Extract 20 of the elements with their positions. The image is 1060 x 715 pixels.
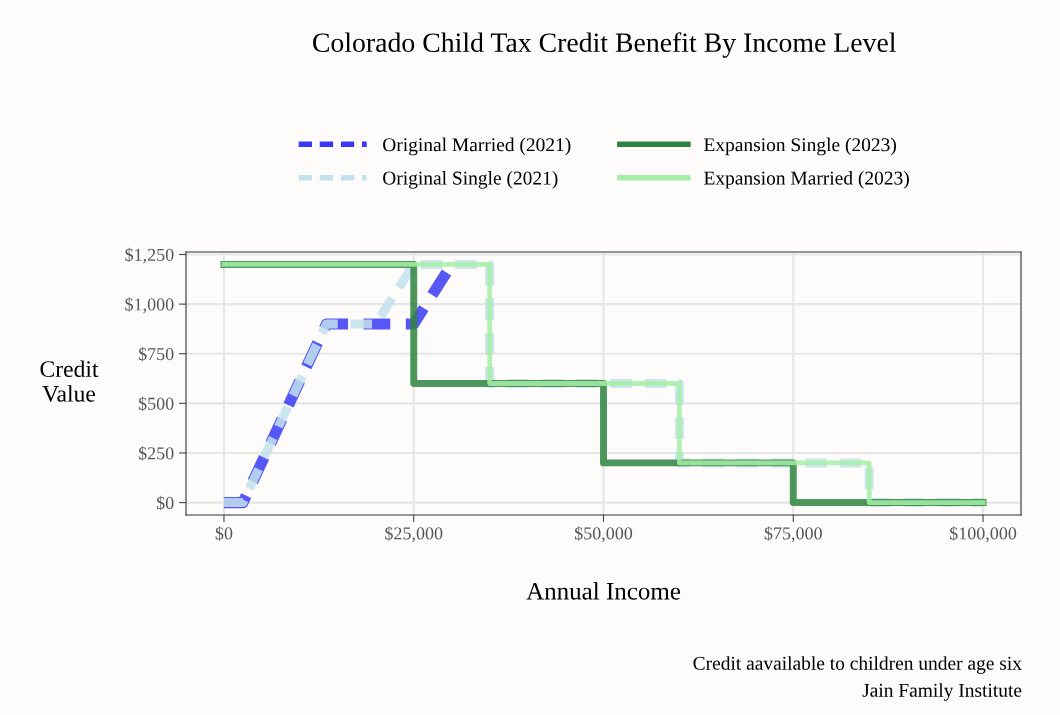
- y-tick-label: $0: [156, 495, 174, 511]
- chart-title: Colorado Child Tax Credit Benefit By Income Level: [313, 32, 896, 58]
- y-tick-label: $750: [138, 346, 174, 362]
- legend-label: Expansion Single (2023): [704, 137, 896, 156]
- x-tick-label: $100,000: [949, 526, 1017, 543]
- y-axis-title: Credit Value: [40, 360, 99, 402]
- text: Credit aavailable to children under age six: [693, 656, 1022, 674]
- x-axis-title: Annual Income: [526, 582, 681, 600]
- y-tick-label: $500: [138, 396, 174, 411]
- x-tick-label: $50,000: [574, 526, 633, 543]
- y-tick-label: $1,000: [125, 297, 174, 314]
- x-tick-label: $0: [215, 526, 233, 541]
- legend-label: Expansion Married (2023): [704, 170, 909, 189]
- text: Jain Family Institute: [862, 683, 1022, 701]
- legend-label: Original Married (2021): [383, 137, 571, 156]
- legend-label: Original Single (2021): [383, 170, 558, 189]
- y-tick-label: $1,250: [125, 247, 174, 264]
- x-tick-label: $25,000: [385, 526, 443, 543]
- x-tick-label: $75,000: [764, 526, 822, 543]
- y-tick-label: $250: [138, 446, 174, 461]
